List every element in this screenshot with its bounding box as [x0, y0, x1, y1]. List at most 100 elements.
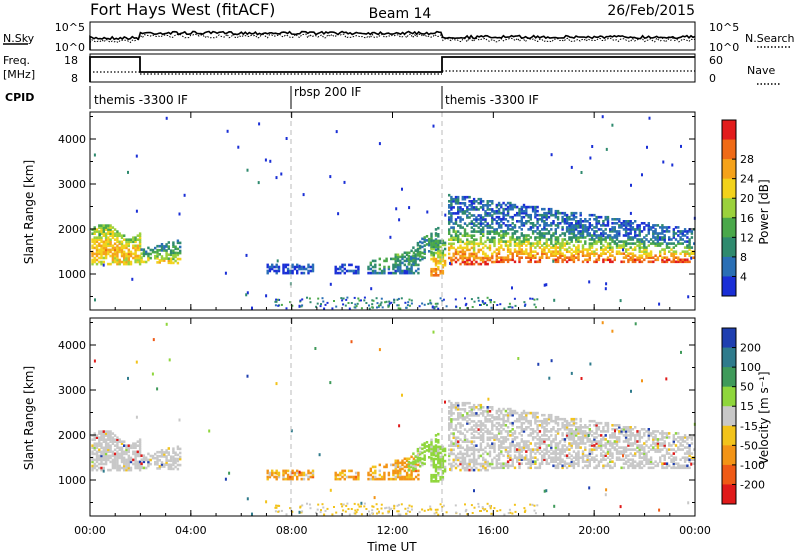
velocity-cell: [577, 432, 580, 435]
velocity-cell: [104, 448, 108, 452]
velocity-cell: [136, 464, 139, 468]
power-cell: [388, 300, 391, 303]
power-cell: [376, 306, 378, 309]
velocity-cell: [484, 426, 487, 429]
velocity-cell: [631, 466, 635, 470]
power-cell: [123, 260, 126, 264]
velocity-cell: [466, 401, 469, 405]
power-cell: [520, 224, 523, 227]
velocity-cell: [511, 411, 514, 415]
velocity-cell: [448, 422, 451, 425]
power-cell: [479, 230, 483, 233]
velocity-cell: [575, 421, 578, 425]
power-cell: [273, 269, 276, 273]
velocity-cell: [459, 452, 462, 456]
power-cell: [479, 200, 483, 203]
velocity-cell: [466, 450, 469, 454]
power-cell: [668, 236, 671, 239]
velocity-cell: [463, 436, 467, 439]
velocity-cell: [354, 471, 358, 475]
power-cell: [541, 234, 544, 237]
power-cell: [457, 250, 460, 254]
power-cell: [504, 230, 508, 233]
power-cell: [407, 301, 410, 304]
velocity-cell: [643, 454, 646, 457]
power-cell: [459, 256, 462, 260]
power-cell: [452, 222, 455, 225]
velocity-cell: [624, 454, 628, 457]
power-cell: [688, 260, 691, 264]
velocity-cell: [672, 466, 675, 470]
power-cell: [622, 256, 626, 259]
velocity-cell: [674, 438, 678, 441]
power-cell: [482, 218, 485, 221]
velocity-cell: [659, 444, 662, 447]
power-cell: [472, 254, 476, 258]
power-cell: [686, 260, 689, 264]
power-cell: [550, 246, 553, 249]
velocity-cell: [459, 444, 462, 447]
power-cell: [339, 265, 342, 269]
velocity-cell: [341, 471, 344, 475]
power-cell: [595, 240, 598, 243]
velocity-cell: [308, 503, 311, 506]
power-cell: [360, 307, 363, 310]
power-cell: [690, 252, 694, 255]
power-cell: [309, 269, 312, 273]
power-cell: [638, 230, 641, 233]
power-cell: [291, 304, 294, 307]
power-cell: [465, 302, 468, 305]
power-cell: [443, 253, 447, 257]
power-cell: [579, 213, 582, 217]
velocity-cell: [136, 452, 139, 456]
power-cell: [158, 249, 161, 252]
velocity-cell: [506, 446, 510, 449]
velocity-cell: [611, 442, 614, 445]
power-cell: [559, 252, 562, 255]
power-cell: [457, 230, 460, 233]
velocity-cell: [622, 440, 626, 443]
velocity-cell: [336, 477, 340, 481]
power-cell: [296, 271, 299, 275]
power-cell: [275, 265, 278, 269]
power-cell: [631, 226, 635, 229]
noise-search-line: [89, 33, 696, 44]
velocity-cell: [604, 454, 607, 457]
power-cell: [545, 242, 548, 245]
velocity-cell: [595, 440, 598, 443]
velocity-cell: [620, 430, 623, 433]
velocity-cell: [273, 471, 276, 475]
power-cell: [392, 263, 395, 267]
velocity-cell: [414, 475, 418, 479]
power-cell: [275, 176, 278, 180]
velocity-cell: [581, 458, 585, 461]
velocity-cell: [368, 513, 371, 516]
power-cell: [475, 260, 478, 264]
velocity-cell: [606, 421, 610, 425]
velocity-cell: [556, 442, 560, 445]
power-cell: [577, 254, 580, 257]
power-cell: [690, 246, 694, 249]
power-cell: [111, 248, 115, 252]
power-cell: [600, 240, 603, 243]
power-cell: [116, 250, 119, 254]
power-cell: [120, 250, 124, 254]
velocity-cell: [638, 436, 641, 439]
velocity-cell: [620, 452, 623, 455]
velocity-cell: [631, 428, 635, 431]
velocity-cell: [398, 424, 401, 428]
velocity-cell: [593, 460, 596, 463]
power-cell: [434, 248, 438, 251]
velocity-cell: [394, 467, 397, 471]
velocity-cell: [493, 450, 496, 454]
velocity-cell: [531, 436, 535, 439]
velocity-cell: [588, 460, 591, 463]
power-cell: [613, 256, 616, 259]
power-cell: [475, 254, 478, 258]
power-cell: [475, 220, 478, 223]
velocity-cell: [609, 460, 612, 463]
velocity-cell: [461, 452, 464, 456]
power-cell: [506, 205, 510, 209]
velocity-cell: [432, 461, 435, 465]
power-cell: [604, 238, 607, 241]
